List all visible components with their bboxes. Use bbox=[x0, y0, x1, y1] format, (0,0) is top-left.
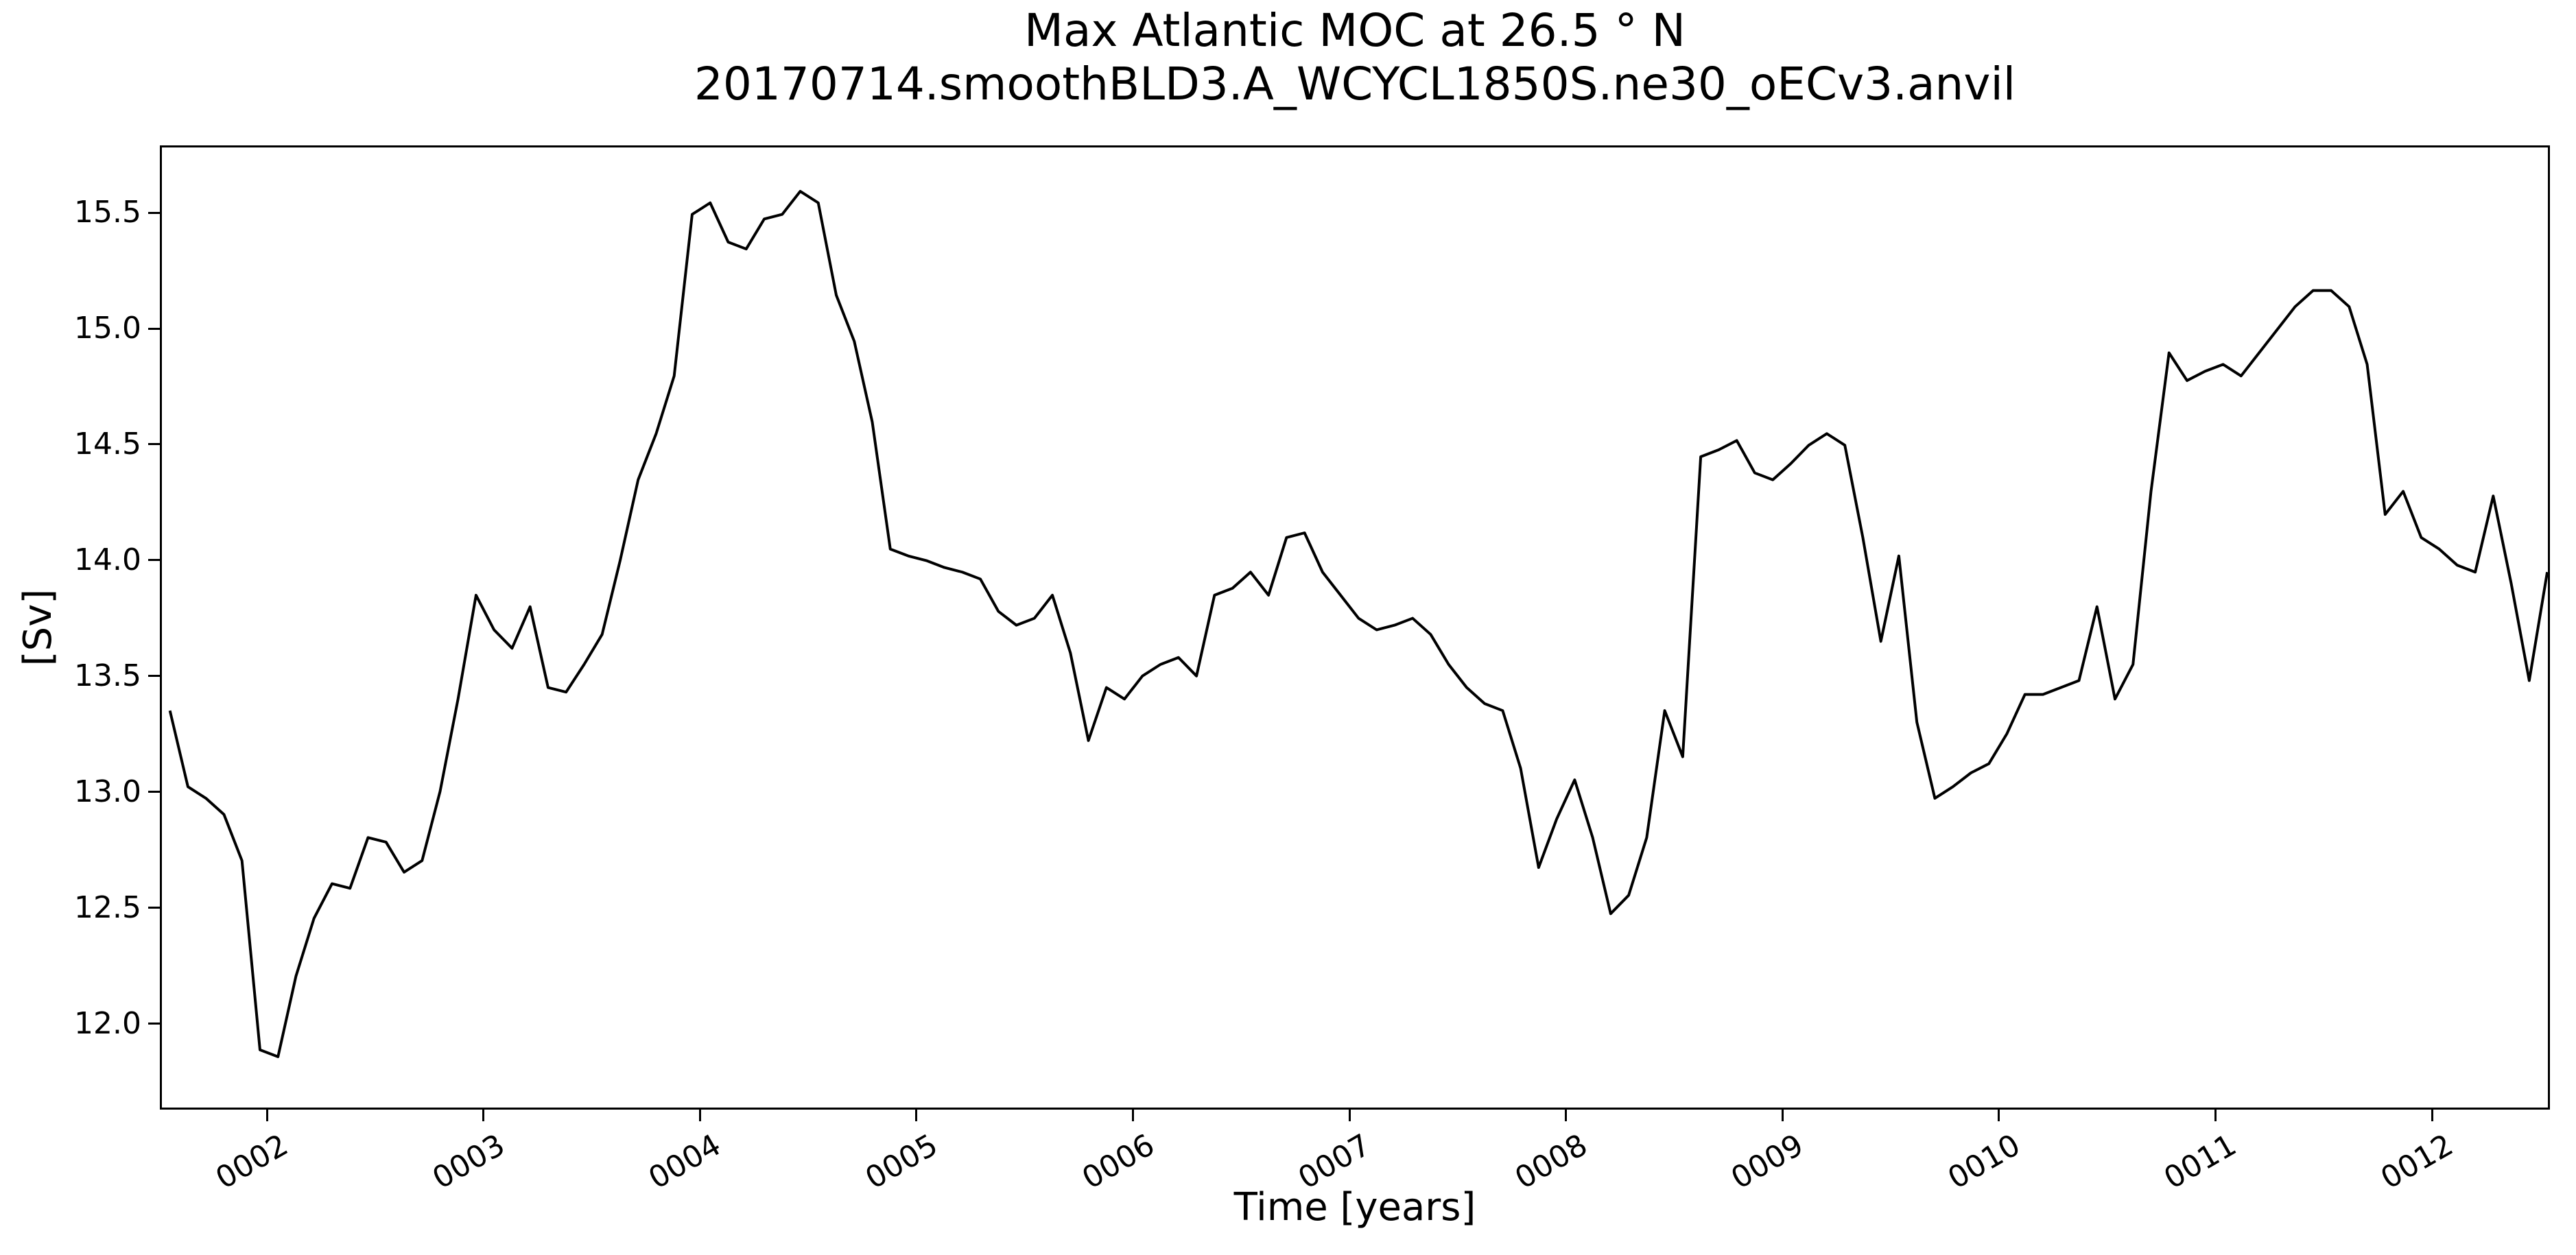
x-tick-mark bbox=[1348, 1110, 1351, 1121]
y-tick-label: 12.5 bbox=[74, 889, 141, 925]
x-tick-mark bbox=[482, 1110, 485, 1121]
y-tick-label: 14.5 bbox=[74, 426, 141, 462]
y-tick-mark bbox=[148, 675, 160, 678]
y-tick-label: 14.0 bbox=[74, 542, 141, 577]
y-tick-label: 15.5 bbox=[74, 195, 141, 230]
x-tick-mark bbox=[1132, 1110, 1135, 1121]
chart-title: Max Atlantic MOC at 26.5 ° N bbox=[1024, 4, 1686, 57]
x-tick-mark bbox=[2431, 1110, 2433, 1121]
x-tick-mark bbox=[1565, 1110, 1568, 1121]
x-tick-mark bbox=[1781, 1110, 1784, 1121]
y-tick-label: 13.5 bbox=[74, 658, 141, 693]
x-tick-mark bbox=[2214, 1110, 2217, 1121]
y-tick-label: 12.0 bbox=[74, 1005, 141, 1041]
y-tick-mark bbox=[148, 211, 160, 214]
y-tick-mark bbox=[148, 791, 160, 793]
y-tick-label: 13.0 bbox=[74, 774, 141, 809]
y-axis-label: [Sv] bbox=[15, 588, 60, 667]
chart-subtitle: 20170714.smoothBLD3.A_WCYCL1850S.ne30_oE… bbox=[694, 58, 2016, 110]
y-tick-mark bbox=[148, 327, 160, 330]
y-tick-mark bbox=[148, 907, 160, 909]
moc-line-plot bbox=[168, 189, 2548, 1058]
x-axis-label: Time [years] bbox=[1233, 1185, 1476, 1230]
y-tick-mark bbox=[148, 559, 160, 562]
plot-area bbox=[160, 145, 2550, 1110]
y-tick-label: 15.0 bbox=[74, 311, 141, 346]
x-tick-mark bbox=[698, 1110, 701, 1121]
y-tick-mark bbox=[148, 1023, 160, 1025]
x-tick-mark bbox=[915, 1110, 918, 1121]
x-tick-mark bbox=[265, 1110, 268, 1121]
y-tick-mark bbox=[148, 443, 160, 446]
x-tick-mark bbox=[1998, 1110, 2000, 1121]
moc-timeseries-line bbox=[168, 189, 2548, 1058]
